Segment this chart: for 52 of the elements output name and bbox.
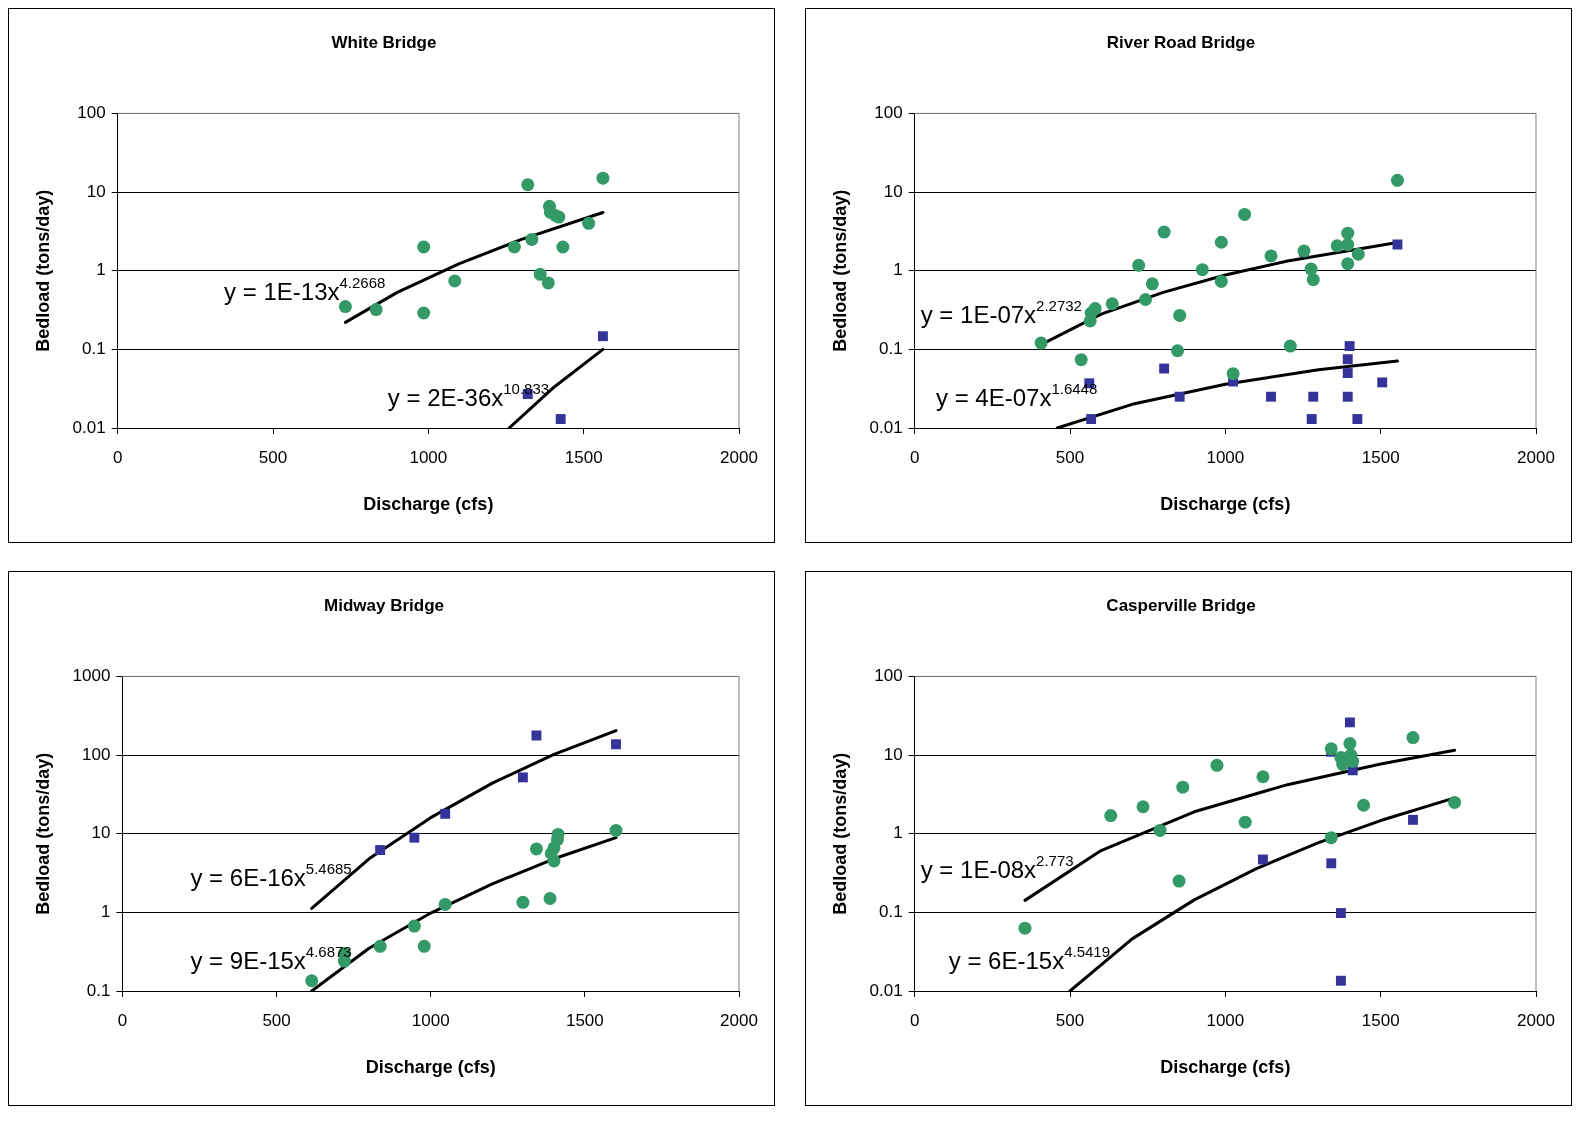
x-tick-label: 1000 [411,1010,450,1030]
x-tick-label: 1500 [565,1010,604,1030]
x-tick-label: 0 [909,1010,920,1030]
y-tick-label: 1 [893,260,903,280]
y-tick-label: 100 [77,103,106,123]
y-tick-label: 10 [883,181,903,201]
y-tick-label: 100 [82,744,111,764]
y-tick-label: 10 [883,744,903,764]
y-tick-label: 1 [96,260,106,280]
x-axis-title: Discharge (cfs) [363,494,494,515]
y-tick-label: 0.01 [869,980,903,1000]
y-tick-label: 0.01 [72,417,106,437]
x-tick-label: 1500 [1361,1010,1400,1030]
y-tick-label: 1000 [72,666,111,686]
x-tick-label: 2000 [1517,1010,1555,1030]
y-axis-title: Bedload (tons/day) [829,752,850,915]
y-tick-label: 100 [874,666,903,686]
y-tick-label: 0.1 [86,980,111,1000]
x-tick-label: 500 [258,447,288,467]
y-tick-label: 1 [100,902,111,922]
x-tick-label: 2000 [720,447,758,467]
y-tick-label: 0.1 [879,902,903,922]
x-axis-title: Discharge (cfs) [365,1057,496,1078]
x-tick-label: 500 [262,1010,291,1030]
y-axis-title: Bedload (tons/day) [32,189,53,352]
x-tick-label: 1000 [1206,447,1245,467]
y-tick-label: 0.1 [879,339,903,359]
y-tick-label: 100 [874,103,903,123]
chart-title: River Road Bridge [1106,32,1256,52]
x-axis-title: Discharge (cfs) [1160,494,1291,515]
y-tick-label: 0.1 [82,339,106,359]
x-tick-label: 1500 [1361,447,1400,467]
x-tick-label: 1000 [409,447,448,467]
x-axis-title: Discharge (cfs) [1160,1057,1291,1078]
chart-title: White Bridge [331,32,437,52]
y-tick-label: 0.01 [869,417,903,437]
x-tick-label: 0 [909,447,920,467]
x-tick-label: 500 [1055,1010,1085,1030]
chart-title: Casperville Bridge [1106,595,1256,615]
x-tick-label: 2000 [720,1010,758,1030]
x-tick-label: 0 [117,1010,128,1030]
x-tick-label: 1500 [564,447,603,467]
chart-title: Midway Bridge [324,595,444,615]
x-tick-label: 1000 [1206,1010,1245,1030]
y-tick-label: 10 [91,823,111,843]
x-tick-label: 2000 [1517,447,1555,467]
y-tick-label: 1 [893,823,903,843]
x-tick-label: 0 [112,447,123,467]
y-axis-title: Bedload (tons/day) [32,752,53,915]
y-axis-title: Bedload (tons/day) [829,189,850,352]
y-tick-label: 10 [86,181,106,201]
x-tick-label: 500 [1055,447,1085,467]
